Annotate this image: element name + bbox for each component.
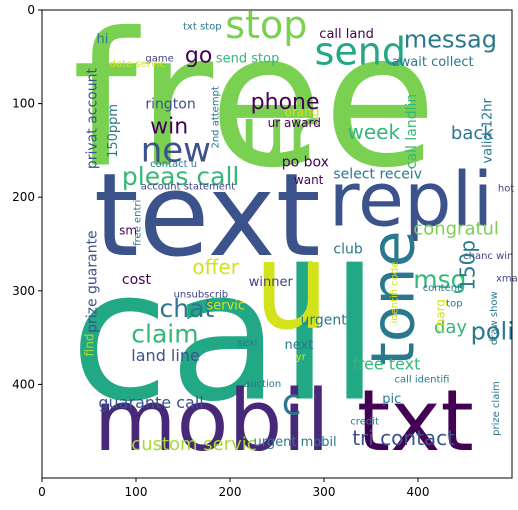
y-tick-label: 100 xyxy=(12,97,35,111)
word-land-line: land line xyxy=(131,346,200,365)
word-free-text: free text xyxy=(352,354,420,373)
word-privat-account: privat account xyxy=(85,67,101,169)
word-contact-u: contact u xyxy=(150,159,197,170)
word-rington: rington xyxy=(145,96,195,112)
word-date-servic: date servic xyxy=(110,59,165,70)
word-identifi-code: identifi code xyxy=(389,262,400,324)
word-cost: cost xyxy=(122,272,152,288)
word-hot: hot xyxy=(498,184,514,195)
word-game: game xyxy=(145,53,173,64)
word-win: win xyxy=(150,115,188,140)
word-repli: repli xyxy=(329,155,494,243)
word-ur: ur xyxy=(239,90,318,178)
word-new: new xyxy=(141,131,211,171)
word-text: text xyxy=(94,149,321,283)
word-want: want xyxy=(294,173,324,187)
word-ur-award: ur award xyxy=(268,116,321,130)
word-custom-servic: custom servic xyxy=(131,434,256,455)
word-charg: charg xyxy=(433,299,447,333)
word-auction: auction xyxy=(244,379,281,390)
word-credit: credit xyxy=(350,417,379,428)
x-tick-label: 200 xyxy=(219,485,242,499)
word-select-receiv: select receiv xyxy=(333,166,422,182)
word-next: next xyxy=(285,338,314,353)
word-urgent-mobil: urgent mobil xyxy=(254,435,337,450)
word-top: top xyxy=(446,299,462,310)
x-axis: 0 100 200 300 400 xyxy=(38,478,429,499)
word-po-box: po box xyxy=(282,154,329,170)
word-back: back xyxy=(451,123,494,144)
word-150p: 150p xyxy=(455,240,479,291)
word-winner: winner xyxy=(249,275,294,290)
word-tri-contact: tri contact xyxy=(352,426,455,450)
word-go: go xyxy=(185,43,212,68)
y-tick-label: 400 xyxy=(12,377,35,391)
x-tick-label: 300 xyxy=(313,485,336,499)
word-draw-show: draw show xyxy=(489,291,500,345)
word-account-statement: account statement xyxy=(141,182,236,193)
word-u: u xyxy=(254,218,330,357)
word-sm: sm xyxy=(119,224,137,238)
word-club: club xyxy=(333,241,362,257)
word-free-entri: free entri xyxy=(133,200,144,246)
y-tick-label: 300 xyxy=(12,284,35,298)
word-prize-guarante: prize guarante xyxy=(85,230,101,333)
y-tick-label: 0 xyxy=(27,3,35,17)
word-offer: offer xyxy=(192,255,239,279)
word-msg: msg xyxy=(413,265,466,294)
word-urgent: urgent xyxy=(301,312,348,328)
word-txt-stop: txt stop xyxy=(183,22,222,33)
word-xma: xma xyxy=(496,273,518,284)
word-chanc-win: chanc win xyxy=(463,251,513,262)
word-send-stop: send stop xyxy=(216,51,279,66)
word-hi: hi xyxy=(97,32,109,47)
word-content: content xyxy=(423,283,461,294)
word-call-landlin: call landlin xyxy=(404,94,420,169)
word-poli: poli xyxy=(471,317,514,345)
x-tick-label: 0 xyxy=(38,485,46,499)
word-txt: txt xyxy=(357,372,474,471)
word-call: call xyxy=(70,232,379,441)
y-axis: 0 100 200 300 400 xyxy=(12,3,42,391)
word-await-collect: await collect xyxy=(392,55,474,70)
word-find: find xyxy=(83,334,97,357)
word-unsubscrib: unsubscrib xyxy=(174,289,229,300)
word-yr: yr xyxy=(296,352,307,363)
word-congratul: congratul xyxy=(413,219,499,240)
word-c: c xyxy=(282,382,302,423)
word-chat: chat xyxy=(160,294,215,323)
word-guarante-call: guarante call xyxy=(98,393,203,412)
word-150ppm: 150ppm xyxy=(106,104,121,158)
plot-frame xyxy=(41,9,513,479)
word-servic: servic xyxy=(207,299,246,314)
word-prize-claim: prize claim xyxy=(491,381,502,436)
word-2nd-attempt: 2nd attempt xyxy=(211,86,222,148)
word-pleas-call: pleas call xyxy=(122,162,239,191)
word-call-identifi: call identifi xyxy=(395,375,450,386)
word-claim: claim xyxy=(131,319,198,348)
word-mobil: mobil xyxy=(94,372,330,471)
word-call-land: call land xyxy=(319,27,374,42)
word-pic: pic xyxy=(382,392,401,407)
word-phone: phone xyxy=(251,90,320,115)
x-tick-label: 400 xyxy=(407,485,430,499)
word-day: day xyxy=(434,317,467,338)
word-tone: tone xyxy=(358,230,428,365)
word-orang: orang xyxy=(285,105,320,119)
word-send: send xyxy=(315,29,406,73)
word-sexi: sexi xyxy=(238,338,258,349)
word-week: week xyxy=(348,120,401,144)
y-tick-label: 200 xyxy=(12,190,35,204)
word-valid-12hr: valid 12hr xyxy=(480,97,495,163)
word-messag: messag xyxy=(404,25,497,53)
word-free: free xyxy=(72,0,437,208)
x-tick-label: 100 xyxy=(125,485,148,499)
